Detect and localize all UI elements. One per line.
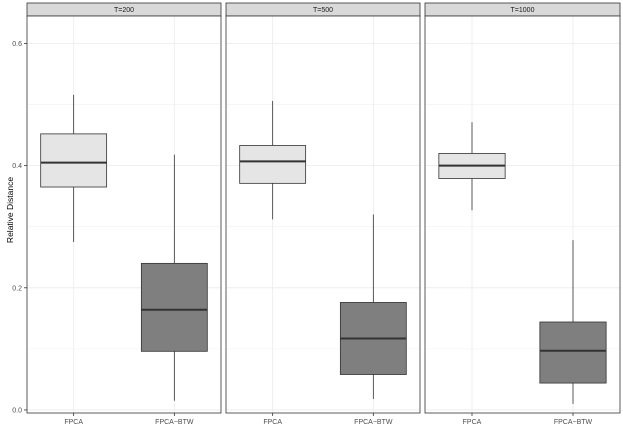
box-fpca-btw bbox=[539, 240, 607, 404]
iqr-box bbox=[140, 262, 208, 352]
panel-border bbox=[225, 15, 421, 414]
y-tick-label: 0.2 bbox=[12, 285, 22, 292]
panel-border bbox=[424, 15, 621, 414]
x-tick-label: FPCA−BTW bbox=[155, 419, 194, 426]
box-fpca bbox=[40, 94, 108, 242]
facet-panel-1: T=200 FPCA FPCA−BTW 0.0 0.2 0.4 0.6 bbox=[12, 2, 222, 426]
facet-strip-label: T=200 bbox=[114, 7, 134, 14]
facet-strip-label: T=500 bbox=[313, 7, 333, 14]
facets-group: T=200 FPCA FPCA−BTW 0.0 0.2 0.4 0.6 T=500 FPCA FP… bbox=[12, 2, 621, 426]
panel-background bbox=[27, 16, 221, 413]
box-fpca-btw bbox=[140, 154, 208, 401]
box-fpca-btw bbox=[339, 214, 407, 399]
facet-panel-2: T=500 FPCA FPCA−BTW bbox=[225, 2, 421, 426]
panel-border bbox=[26, 15, 222, 414]
facet-panel-3: T=1000 FPCA FPCA−BTW bbox=[424, 2, 621, 426]
x-tick-label: FPCA bbox=[463, 419, 482, 426]
x-tick-label: FPCA bbox=[263, 419, 282, 426]
facet-strip-label: T=1000 bbox=[511, 7, 535, 14]
x-tick-label: FPCA−BTW bbox=[354, 419, 393, 426]
iqr-box bbox=[40, 133, 108, 188]
box-fpca bbox=[438, 122, 506, 211]
iqr-box bbox=[239, 145, 307, 184]
y-axis-title: Relative Distance bbox=[5, 177, 15, 243]
x-tick-label: FPCA bbox=[64, 419, 83, 426]
x-tick-label: FPCA−BTW bbox=[554, 419, 593, 426]
box-fpca bbox=[239, 100, 307, 220]
y-tick-label: 0.4 bbox=[12, 163, 22, 170]
y-tick-label: 0.6 bbox=[12, 41, 22, 48]
y-tick-label: 0.0 bbox=[12, 407, 22, 414]
iqr-box bbox=[539, 321, 607, 384]
